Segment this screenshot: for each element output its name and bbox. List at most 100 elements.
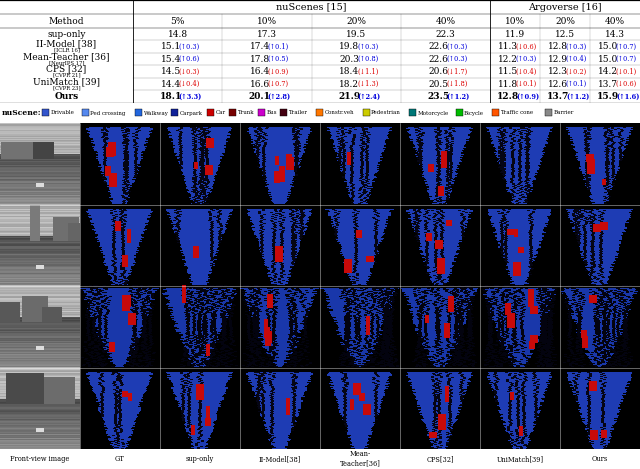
Text: II-Model[38]: II-Model[38] [259, 455, 301, 463]
Text: 11.8: 11.8 [498, 80, 518, 89]
Text: (↑0.3): (↑0.3) [446, 43, 468, 51]
Text: (↑1.6): (↑1.6) [616, 93, 639, 101]
Text: (↑0.1): (↑0.1) [566, 80, 588, 88]
Text: 14.4: 14.4 [161, 80, 180, 89]
Text: 15.4: 15.4 [161, 55, 180, 64]
Text: Car: Car [216, 111, 226, 115]
Text: (↑0.8): (↑0.8) [357, 55, 378, 63]
Text: 15.0: 15.0 [598, 55, 618, 64]
Text: (↑0.7): (↑0.7) [616, 55, 637, 63]
Text: Trunk: Trunk [237, 111, 254, 115]
Text: 15.1: 15.1 [161, 42, 180, 51]
Text: Constr.veh: Constr.veh [324, 111, 354, 115]
Text: (↑0.7): (↑0.7) [616, 43, 637, 51]
Text: 22.6: 22.6 [428, 55, 448, 64]
Text: [CVPR 21]: [CVPR 21] [52, 73, 80, 78]
Text: Method: Method [49, 16, 84, 25]
Text: (↑1.2): (↑1.2) [446, 93, 470, 101]
Text: 12.3: 12.3 [548, 67, 568, 76]
Text: (↑0.3): (↑0.3) [516, 55, 537, 63]
Text: Ours: Ours [592, 455, 608, 463]
Text: (↓0.6): (↓0.6) [616, 80, 637, 88]
Text: (↓1.8): (↓1.8) [446, 80, 468, 88]
Text: 12.5: 12.5 [555, 30, 575, 39]
Text: Carpark: Carpark [179, 111, 202, 115]
Text: Pedestrian: Pedestrian [371, 111, 401, 115]
Text: Barrier: Barrier [554, 111, 574, 115]
Text: (↑0.3): (↑0.3) [179, 43, 200, 51]
Text: [NeurIPS 17]: [NeurIPS 17] [49, 60, 84, 65]
Text: 10%: 10% [505, 16, 525, 25]
Bar [316, 109, 323, 116]
Text: Trailer: Trailer [289, 111, 307, 115]
Text: GT: GT [115, 455, 125, 463]
Text: 20%: 20% [346, 16, 366, 25]
Text: II-Model [38]: II-Model [38] [36, 40, 97, 49]
Text: (↑0.3): (↑0.3) [357, 43, 378, 51]
Text: 17.8: 17.8 [250, 55, 270, 64]
Text: (↑3.3): (↑3.3) [179, 93, 202, 101]
Text: (↑0.3): (↑0.3) [566, 43, 588, 51]
Text: 13.7: 13.7 [547, 92, 569, 101]
Text: UniMatch [39]: UniMatch [39] [33, 77, 100, 86]
Text: 16.4: 16.4 [250, 67, 270, 76]
Text: 11.9: 11.9 [505, 30, 525, 39]
Text: 20.3: 20.3 [339, 55, 359, 64]
Text: (↓0.6): (↓0.6) [516, 43, 537, 51]
Text: Mean-
Teacher[36]: Mean- Teacher[36] [340, 450, 380, 468]
Text: Traffic cone: Traffic cone [500, 111, 533, 115]
Text: 12.8: 12.8 [548, 42, 568, 51]
Bar [81, 109, 88, 116]
Text: (↑2.4): (↑2.4) [357, 93, 380, 101]
Bar [42, 109, 49, 116]
Text: (↓0.1): (↓0.1) [616, 68, 637, 76]
Text: 13.7: 13.7 [598, 80, 618, 89]
Text: (↑1.2): (↑1.2) [566, 93, 589, 101]
Bar [207, 109, 214, 116]
Text: 18.4: 18.4 [339, 67, 359, 76]
Text: Drivable: Drivable [51, 111, 74, 115]
Text: 20%: 20% [555, 16, 575, 25]
Text: Argoverse [16]: Argoverse [16] [528, 2, 602, 12]
Text: Bus: Bus [266, 111, 277, 115]
Text: (↑0.1): (↑0.1) [268, 43, 289, 51]
Text: 5%: 5% [170, 16, 185, 25]
Text: 15.9: 15.9 [597, 92, 619, 101]
Text: Ours: Ours [54, 92, 79, 101]
Text: (↓1.1): (↓1.1) [357, 68, 378, 76]
Text: (↓1.3): (↓1.3) [357, 80, 378, 88]
Text: 14.2: 14.2 [598, 67, 618, 76]
Text: (↑0.4): (↑0.4) [566, 55, 588, 63]
Text: 16.6: 16.6 [250, 80, 270, 89]
Bar [171, 109, 178, 116]
Text: 22.3: 22.3 [435, 30, 455, 39]
Text: 19.5: 19.5 [346, 30, 366, 39]
Text: (↑0.5): (↑0.5) [268, 55, 289, 63]
Text: 20.6: 20.6 [428, 67, 449, 76]
Text: 20.1: 20.1 [249, 92, 271, 101]
Text: 17.4: 17.4 [250, 42, 270, 51]
Bar [135, 109, 142, 116]
Text: CPS[32]: CPS[32] [426, 455, 454, 463]
Text: sup-only: sup-only [47, 30, 86, 39]
Text: 40%: 40% [605, 16, 625, 25]
Text: 14.3: 14.3 [605, 30, 625, 39]
Bar [492, 109, 499, 116]
Text: 17.3: 17.3 [257, 30, 277, 39]
Bar [258, 109, 265, 116]
Text: (↑0.9): (↑0.9) [516, 93, 539, 101]
Text: (↑0.6): (↑0.6) [179, 55, 200, 63]
Text: (↑0.3): (↑0.3) [446, 55, 468, 63]
Text: 12.2: 12.2 [498, 55, 518, 64]
Text: (↓0.4): (↓0.4) [516, 68, 538, 76]
Text: 10%: 10% [257, 16, 277, 25]
Text: 14.8: 14.8 [168, 30, 188, 39]
Text: 18.2: 18.2 [339, 80, 359, 89]
Bar [456, 109, 463, 116]
Text: (↓0.7): (↓0.7) [268, 80, 289, 88]
Text: (↓0.2): (↓0.2) [566, 68, 588, 76]
Text: 11.5: 11.5 [498, 67, 518, 76]
Text: 18.1: 18.1 [159, 92, 182, 101]
Text: Front-view image: Front-view image [10, 455, 70, 463]
Text: nuScene:: nuScene: [2, 109, 42, 117]
